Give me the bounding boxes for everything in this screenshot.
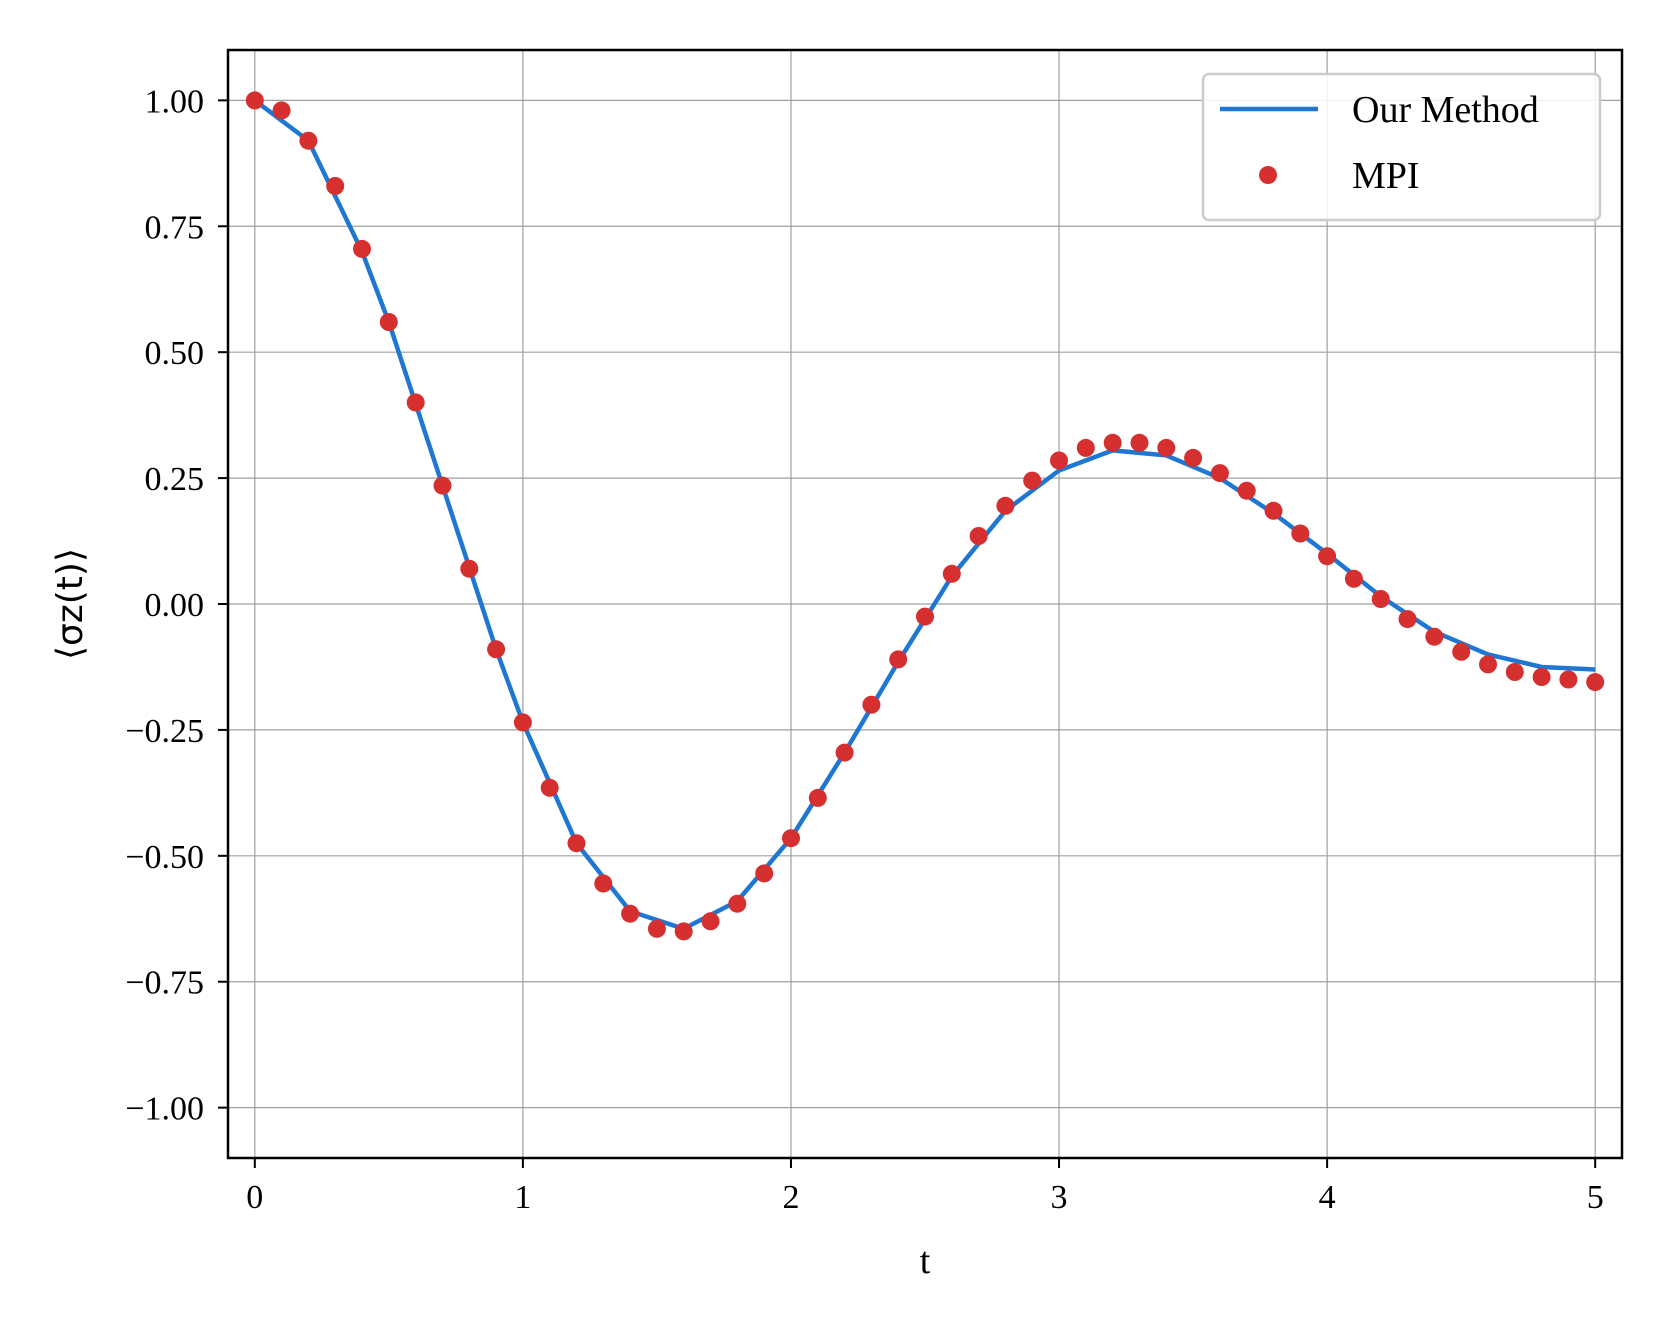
y-tick-label: 0.75 (145, 209, 205, 246)
plot-area (245, 91, 1605, 941)
x-tick-label: 1 (514, 1179, 531, 1216)
mpi-point (996, 496, 1015, 515)
mpi-point (862, 695, 881, 714)
x-tick-label: 5 (1587, 1179, 1604, 1216)
mpi-point (647, 919, 666, 938)
mpi-point (942, 564, 961, 583)
mpi-point (567, 834, 586, 853)
mpi-point (299, 131, 318, 150)
ticks: 0 1 2 3 4 5 1.00 0.75 0.50 0.25 0.00 −0.25 −0.50 −0.7… (125, 83, 1603, 1216)
mpi-point (1479, 655, 1497, 674)
mpi-point (1050, 451, 1068, 470)
x-tick-label: 0 (246, 1179, 263, 1216)
mpi-point (808, 788, 827, 807)
mpi-point (1505, 663, 1524, 681)
y-tick-label: −0.50 (125, 839, 204, 876)
y-tick-label: 0.50 (145, 335, 205, 372)
x-tick-label: 3 (1051, 1179, 1068, 1216)
y-tick-label: −1.00 (125, 1091, 204, 1128)
legend: Our Method MPI (1201, 72, 1602, 222)
mpi-point (1318, 547, 1337, 566)
mpi-point (245, 91, 264, 110)
mpi-point (540, 778, 559, 797)
y-tick-label: 0.25 (145, 461, 205, 498)
legend-marker-mpi (1259, 166, 1277, 184)
mpi-point (728, 894, 747, 913)
mpi-point (755, 864, 774, 883)
mpi-point (326, 177, 345, 195)
y-tick-label: 1.00 (145, 83, 205, 120)
mpi-point (433, 476, 452, 495)
legend-label-mpi: MPI (1352, 155, 1420, 197)
mpi-point (674, 922, 693, 941)
mpi-point (460, 559, 479, 578)
mpi-point (969, 527, 988, 545)
mpi-point (487, 640, 506, 659)
mpi-point (353, 239, 371, 258)
legend-label-our-method: Our Method (1352, 89, 1539, 131)
mpi-point (835, 743, 854, 762)
mpi-point (1023, 471, 1042, 490)
y-axis-label: ⟨σz(t)⟩ (50, 548, 91, 660)
mpi-point (1237, 481, 1256, 500)
mpi-point (379, 313, 398, 331)
mpi-point (1130, 433, 1149, 452)
mpi-point (1452, 642, 1471, 661)
y-tick-label: −0.25 (125, 713, 204, 750)
x-tick-label: 2 (782, 1179, 799, 1216)
mpi-point (1398, 610, 1417, 629)
mpi-point (1344, 569, 1363, 588)
mpi-point (889, 650, 908, 669)
mpi-point (1103, 433, 1122, 452)
mpi-point (1532, 668, 1551, 686)
mpi-point (1586, 673, 1605, 692)
mpi-point (513, 713, 532, 732)
mpi-point (701, 912, 720, 931)
mpi-point (594, 874, 613, 893)
y-tick-label: 0.00 (145, 587, 205, 624)
mpi-point (1425, 627, 1444, 646)
mpi-point (1210, 464, 1229, 483)
mpi-point (1291, 524, 1310, 543)
mpi-point (916, 607, 934, 626)
x-axis-label: t (920, 1240, 931, 1282)
mpi-point (406, 393, 425, 412)
mpi-point (782, 829, 800, 848)
mpi-point (1157, 438, 1176, 457)
mpi-point (1076, 438, 1095, 457)
x-tick-label: 4 (1319, 1179, 1336, 1216)
mpi-point (621, 904, 640, 923)
mpi-point (1184, 448, 1203, 467)
mpi-point (1371, 590, 1390, 608)
y-tick-label: −0.75 (125, 965, 204, 1002)
mpi-point (272, 101, 291, 120)
mpi-point (1559, 670, 1578, 689)
mpi-point (1264, 501, 1283, 520)
